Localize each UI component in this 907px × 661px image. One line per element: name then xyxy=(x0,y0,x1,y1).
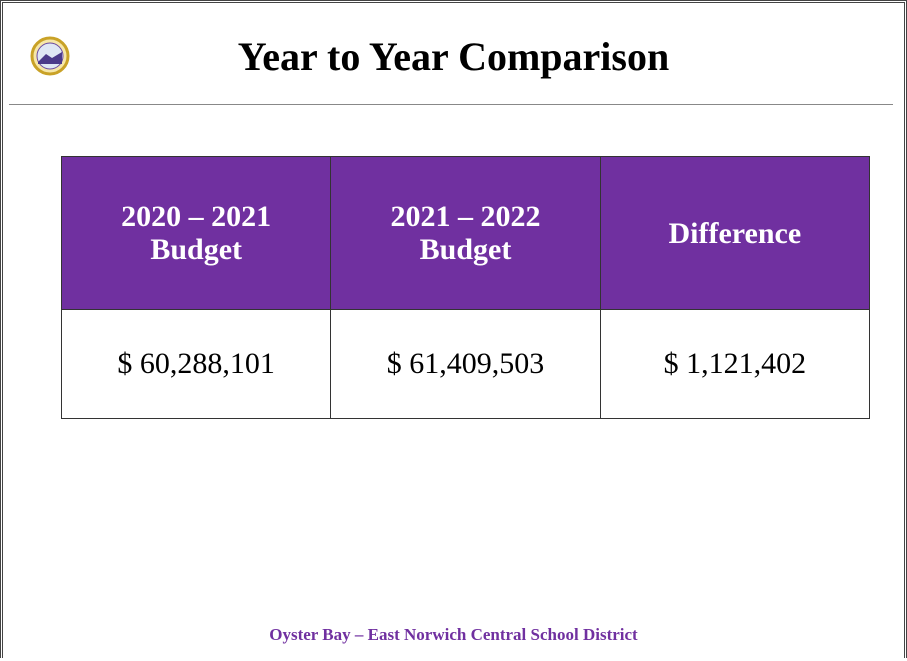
logo xyxy=(30,36,70,76)
table-cell: $ 60,288,101 xyxy=(60,309,332,419)
title: Year to Year Comparison xyxy=(237,34,670,79)
column-header: Difference xyxy=(599,156,871,310)
budget-table: 2020 – 2021 Budget 2021 – 2022 Budget Diff… xyxy=(60,156,871,419)
divider xyxy=(9,104,893,105)
table-cell: $ 61,409,503 xyxy=(330,309,601,419)
footer: Oyster Bay – East Norwich Central School… xyxy=(269,625,638,644)
table-body: $ 60,288,101 $ 61,409,503 $ 1,121,402 xyxy=(60,309,871,419)
table-cell: $ 1,121,402 xyxy=(599,309,871,419)
table-row: $ 60,288,101 $ 61,409,503 $ 1,121,402 xyxy=(60,309,871,419)
header-row: 2020 – 2021 Budget 2021 – 2022 Budget Diff… xyxy=(60,156,871,310)
column-header: 2020 – 2021 Budget xyxy=(60,156,332,310)
column-header: 2021 – 2022 Budget xyxy=(330,156,601,310)
